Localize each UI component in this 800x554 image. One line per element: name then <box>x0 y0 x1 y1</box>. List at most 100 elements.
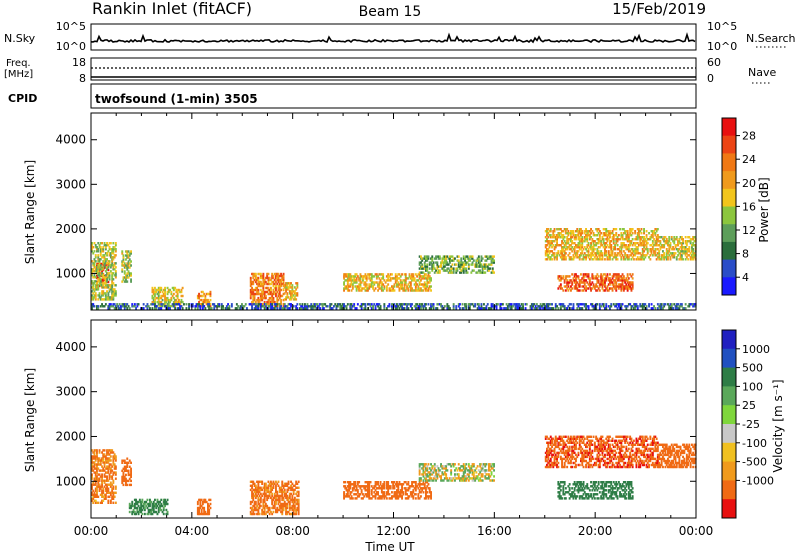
echo-cell <box>93 499 96 502</box>
echo-cell <box>670 236 673 239</box>
echo-cell <box>563 307 566 310</box>
echo-cell <box>94 471 97 474</box>
echo-cell <box>412 277 415 280</box>
echo-cell <box>160 294 163 298</box>
echo-cell <box>259 303 262 306</box>
echo-cell <box>587 256 590 259</box>
echo-cell <box>257 276 260 280</box>
echo-cell <box>109 288 112 291</box>
echo-cell <box>252 288 255 292</box>
echo-cell <box>94 459 97 462</box>
echo-cell <box>406 483 408 486</box>
echo-cell <box>654 240 657 243</box>
echo-cell <box>310 303 313 306</box>
echo-cell <box>464 303 466 306</box>
echo-cell <box>358 485 361 488</box>
echo-cell <box>98 469 101 472</box>
echo-cell <box>505 303 508 306</box>
echo-cell <box>278 486 281 489</box>
echo-cell <box>94 266 97 269</box>
echo-cell <box>404 481 407 484</box>
echo-cell <box>669 242 672 245</box>
echo-cell <box>208 300 211 304</box>
echo-cell <box>582 275 585 278</box>
echo-cell <box>407 487 410 490</box>
echo-cell <box>94 493 97 496</box>
echo-cell <box>480 271 483 274</box>
echo-cell <box>582 303 585 306</box>
echo-cell <box>272 506 275 510</box>
echo-cell <box>425 285 427 288</box>
echo-cell <box>388 305 391 308</box>
echo-cell <box>94 489 97 492</box>
echo-cell <box>273 282 276 286</box>
echo-cell <box>635 250 638 253</box>
echo-cell <box>252 482 255 485</box>
echo-cell <box>654 228 657 231</box>
echo-cell <box>341 305 344 308</box>
echo-cell <box>98 276 101 279</box>
echo-cell <box>576 307 579 310</box>
echo-cell <box>420 305 422 308</box>
echo-cell <box>263 510 266 514</box>
echo-cell <box>411 303 413 306</box>
echo-cell <box>639 236 642 239</box>
echo-cell <box>607 258 610 261</box>
echo-cell <box>91 294 93 297</box>
echo-cell <box>92 298 95 301</box>
echo-cell <box>103 461 106 464</box>
echo-cell <box>262 280 265 284</box>
echo-cell <box>112 278 115 281</box>
echo-cell <box>409 493 412 496</box>
nsearch-label: N.Search <box>746 32 796 45</box>
echo-cell <box>285 484 287 487</box>
echo-cell <box>430 305 432 308</box>
echo-cell <box>111 282 114 285</box>
echo-cell <box>251 280 253 284</box>
echo-cell <box>252 496 255 500</box>
echo-cell <box>278 288 281 292</box>
echo-cell <box>394 483 397 486</box>
echo-cell <box>109 264 112 267</box>
echo-cell <box>96 276 98 280</box>
echo-cell <box>432 261 435 264</box>
echo-cell <box>290 484 292 487</box>
echo-cell <box>263 512 266 516</box>
echo-cell <box>486 265 489 268</box>
echo-cell <box>276 276 279 280</box>
echo-cell <box>103 493 106 496</box>
echo-cell <box>585 228 587 231</box>
echo-cell <box>370 493 373 496</box>
echo-cell <box>292 294 295 297</box>
echo-cell <box>591 250 594 253</box>
echo-cell <box>340 305 343 308</box>
echo-cell <box>275 488 277 492</box>
echo-cell <box>109 471 112 474</box>
echo-cell <box>350 491 353 494</box>
echo-cell <box>631 273 634 276</box>
echo-cell <box>248 303 251 306</box>
echo-cell <box>575 252 577 255</box>
echo-cell <box>418 281 421 284</box>
echo-cell <box>273 304 276 308</box>
echo-cell <box>125 473 127 477</box>
echo-cell <box>667 252 669 255</box>
echo-cell <box>575 283 577 286</box>
echo-cell <box>655 258 658 261</box>
echo-cell <box>485 305 488 308</box>
echo-cell <box>157 508 160 512</box>
echo-cell <box>423 263 426 266</box>
echo-cell <box>130 461 132 464</box>
echo-cell <box>353 303 356 306</box>
echo-cell <box>655 230 658 233</box>
echo-cell <box>605 279 608 282</box>
echo-cell <box>564 248 567 251</box>
echo-cell <box>278 488 281 492</box>
echo-cell <box>98 278 101 281</box>
echo-cell <box>402 307 405 310</box>
echo-cell <box>96 264 98 268</box>
echo-cell <box>552 244 555 247</box>
echo-cell <box>530 305 533 308</box>
echo-cell <box>447 271 450 274</box>
echo-cell <box>96 250 98 253</box>
